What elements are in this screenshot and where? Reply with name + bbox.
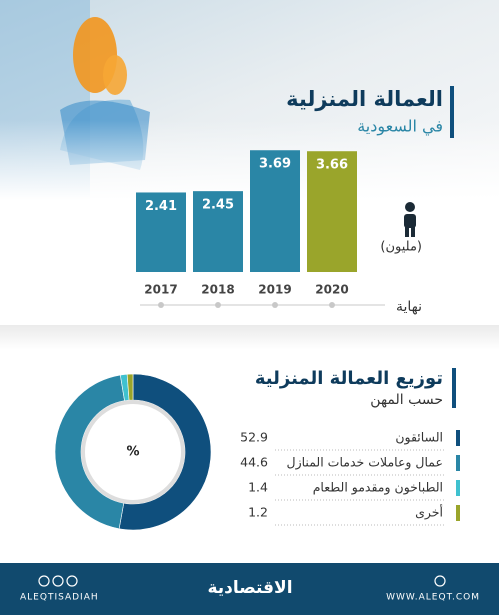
timeline-dot	[272, 302, 278, 308]
data-label: 2.45	[202, 198, 234, 213]
unit-label: (مليون)	[380, 240, 422, 255]
chart-title: توزيع العمالة المنزلية	[255, 368, 443, 389]
x-tick-label: 2020	[315, 283, 348, 297]
donut-inner-ring	[81, 400, 185, 504]
legend-value: 44.6	[240, 455, 268, 470]
x-tick-label: 2019	[258, 283, 291, 297]
legend-label: عمال وعاملات خدمات المنازل	[287, 455, 444, 471]
timeline-dot	[329, 302, 335, 308]
legend-swatch	[456, 480, 460, 496]
footer	[0, 563, 499, 615]
x-axis-label: نهاية	[396, 299, 422, 315]
x-tick-label: 2017	[144, 283, 177, 297]
x-tick-label: 2018	[201, 283, 234, 297]
bar	[250, 150, 300, 272]
timeline-dot	[215, 302, 221, 308]
legend-value: 1.4	[248, 480, 268, 495]
title-accent	[450, 86, 454, 138]
title-accent	[452, 368, 456, 408]
legend-label: الطباخون ومقدمو الطعام	[313, 480, 443, 496]
legend-swatch	[456, 455, 460, 471]
chart-title: العمالة المنزلية	[286, 87, 443, 111]
timeline-dot	[158, 302, 164, 308]
footer-brand: الاقتصادية	[207, 578, 292, 598]
legend-value: 52.9	[240, 430, 268, 445]
legend-value: 1.2	[248, 505, 268, 520]
footer-website: WWW.ALEQT.COM	[386, 593, 480, 603]
bar	[307, 151, 357, 272]
legend-label: أخرى	[415, 504, 443, 521]
data-label: 2.41	[145, 199, 177, 214]
section-divider	[0, 325, 499, 350]
chart-subtitle: حسب المهن	[370, 392, 443, 408]
chart-subtitle: في السعودية	[357, 117, 443, 137]
legend-label: السائقون	[395, 430, 443, 446]
social-icons	[38, 575, 446, 587]
photo-background	[0, 0, 499, 200]
person-icon	[404, 202, 416, 237]
legend-swatch	[456, 505, 460, 521]
footer-handle: ALEQTISADIAH	[20, 593, 99, 603]
bar	[193, 191, 243, 272]
center-label: %	[126, 445, 139, 460]
legend-swatch	[456, 430, 460, 446]
bar	[136, 192, 186, 272]
data-label: 3.66	[316, 158, 348, 173]
data-label: 3.69	[259, 157, 291, 172]
